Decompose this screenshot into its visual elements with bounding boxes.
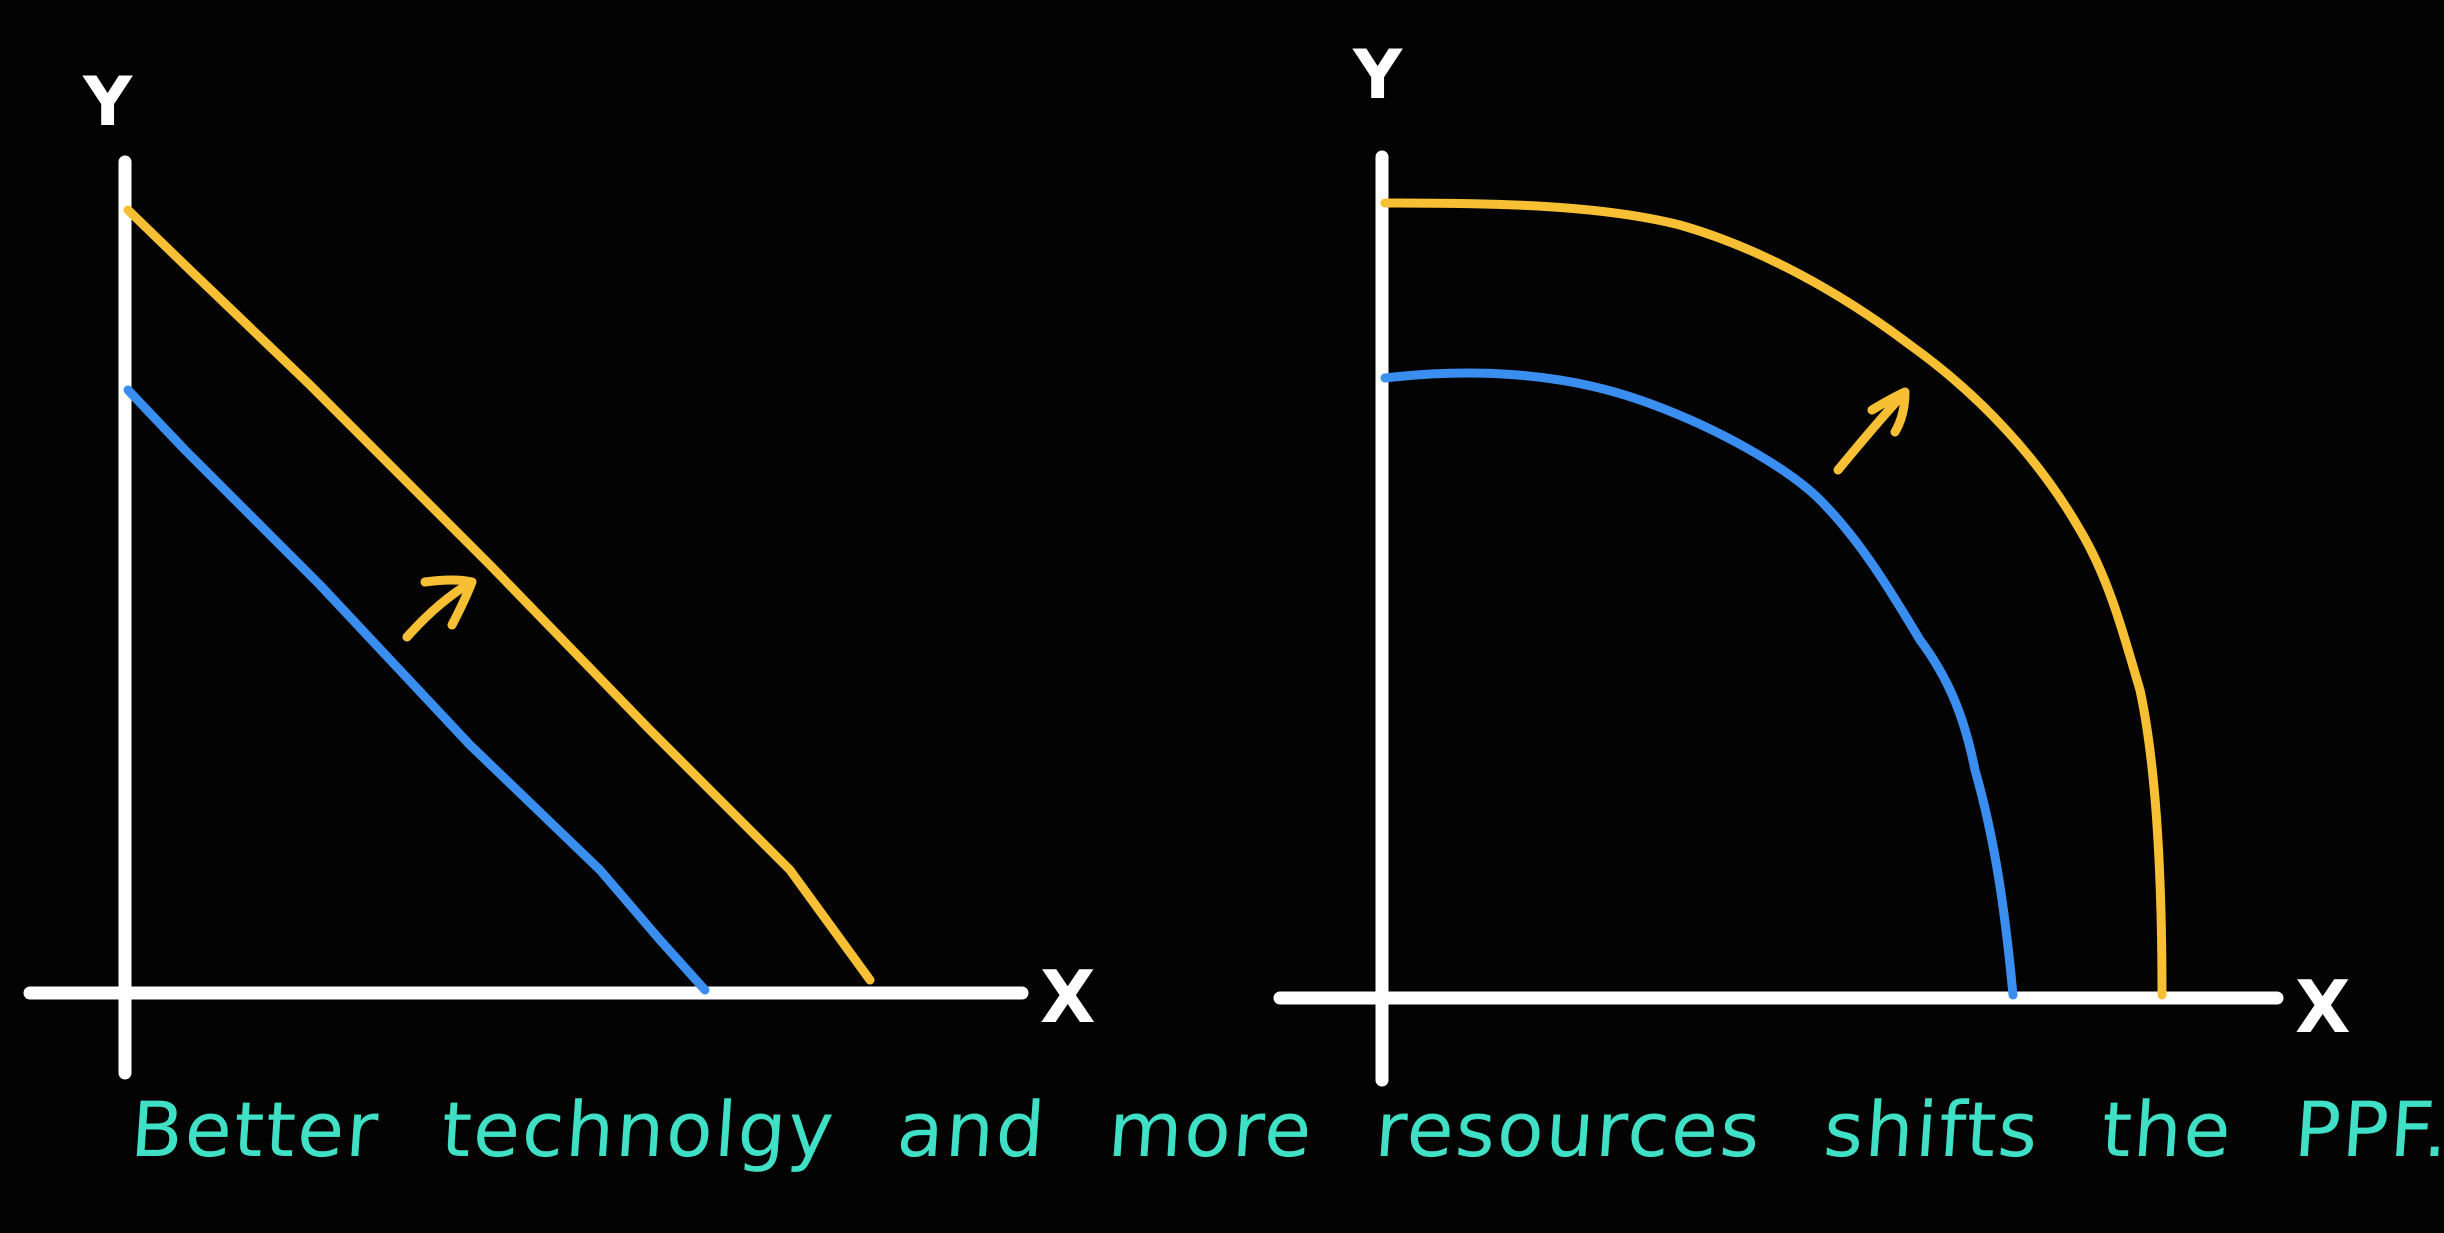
left-diagram: Y X (23, 63, 1096, 1080)
caption: Better technolgy and more resources shif… (127, 1085, 2444, 1174)
right-diagram: Y X (1273, 36, 2351, 1087)
right-x-axis-label: X (2295, 965, 2351, 1049)
left-shifted-ppf-line (123, 205, 875, 985)
left-original-ppf-line (123, 385, 710, 995)
left-x-axis-label: X (1040, 955, 1096, 1039)
right-shift-arrow-icon (1833, 387, 1910, 475)
left-y-axis-label: Y (82, 63, 133, 142)
left-shift-arrow-icon (402, 575, 477, 642)
right-y-axis-label: Y (1352, 36, 1403, 115)
right-original-ppf-curve (1380, 368, 2018, 1000)
right-shifted-ppf-curve (1380, 198, 2167, 1000)
